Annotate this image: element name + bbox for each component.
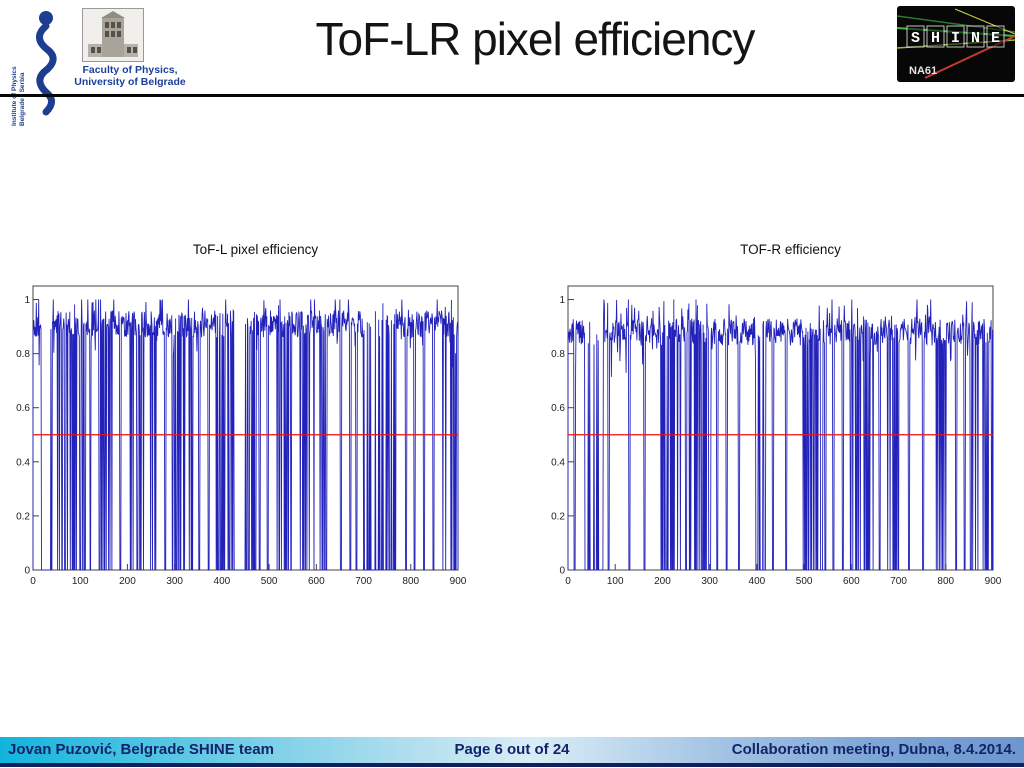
- x-tick-label: 300: [166, 576, 183, 587]
- institute-vertical-text-line2: Belgrade - Serbia: [19, 72, 26, 126]
- tof-r-chart-title: TOF-R efficiency: [740, 242, 841, 257]
- x-tick-label: 700: [355, 576, 372, 587]
- efficiency-series: [32, 299, 459, 571]
- footer-meeting-info: Collaboration meeting, Dubna, 8.4.2014.: [731, 741, 1016, 758]
- x-tick-label: 200: [119, 576, 136, 587]
- x-tick-label: 800: [402, 576, 419, 587]
- shine-logo-subtext: NA61: [909, 65, 937, 77]
- y-tick-label: 0.2: [551, 511, 565, 522]
- x-tick-label: 600: [308, 576, 325, 587]
- x-tick-label: 200: [654, 576, 671, 587]
- x-tick-label: 400: [214, 576, 231, 587]
- x-tick-label: 0: [565, 576, 571, 587]
- institute-logo: Institute of Physics Belgrade - Serbia: [6, 4, 68, 133]
- faculty-caption-line2: University of Belgrade: [74, 76, 186, 88]
- x-tick-label: 0: [30, 576, 36, 587]
- x-tick-label: 600: [843, 576, 860, 587]
- efficiency-series: [567, 299, 994, 571]
- page-title: ToF-LR pixel efficiency: [315, 13, 756, 65]
- y-tick-label: 0.6: [551, 403, 565, 414]
- tof-l-chart-panel: ToF-L pixel efficiency 0 0.2 0.4 0.6 0.8 1 0 10…: [8, 242, 478, 588]
- header-divider: [0, 94, 1024, 97]
- tof-r-chart: 0 0.2 0.4 0.6 0.8 1 0 100 200 300 400 500 600 700 800 9…: [551, 285, 1002, 587]
- y-tick-label: 1: [24, 295, 30, 306]
- x-tick-label: 500: [796, 576, 813, 587]
- faculty-caption: Faculty of Physics, University of Belgra…: [62, 64, 198, 88]
- x-tick-label: 300: [701, 576, 718, 587]
- y-tick-label: 0: [24, 566, 30, 577]
- faculty-logo: [82, 8, 144, 67]
- y-tick-label: 0.2: [16, 511, 30, 522]
- faculty-caption-line1: Faculty of Physics,: [82, 64, 178, 76]
- x-tick-label: 100: [72, 576, 89, 587]
- figure-body: [36, 22, 57, 116]
- x-tick-label: 700: [890, 576, 907, 587]
- x-tick-label: 900: [985, 576, 1002, 587]
- x-tick-label: 500: [261, 576, 278, 587]
- y-tick-label: 0.4: [16, 457, 30, 468]
- shine-logo-text: SHINE: [911, 30, 1011, 47]
- footer-author: Jovan Puzović, Belgrade SHINE team: [8, 741, 274, 758]
- footer-bar: Jovan Puzović, Belgrade SHINE team Page …: [0, 737, 1024, 763]
- tof-l-chart-title: ToF-L pixel efficiency: [192, 242, 319, 257]
- shine-na61-icon: SHINE NA61: [896, 6, 1016, 82]
- y-tick-label: 1: [559, 295, 565, 306]
- footer-divider: [0, 763, 1024, 767]
- x-tick-label: 800: [937, 576, 954, 587]
- x-tick-label: 100: [607, 576, 624, 587]
- figure-head: [39, 11, 53, 25]
- y-tick-label: 0.8: [16, 349, 30, 360]
- x-tick-label: 400: [749, 576, 766, 587]
- tof-r-chart-panel: TOF-R efficiency 0 0.2 0.4 0.6 0.8 1 0 100 200 30…: [543, 242, 1013, 588]
- y-tick-label: 0: [559, 566, 565, 577]
- faculty-building-icon: [82, 8, 144, 62]
- y-tick-label: 0.4: [551, 457, 565, 468]
- tof-l-chart: 0 0.2 0.4 0.6 0.8 1 0 100 200 300 400 500 600 700 800 9…: [16, 285, 467, 587]
- institute-figure-icon: Institute of Physics Belgrade - Serbia: [11, 11, 57, 126]
- x-tick-label: 900: [450, 576, 467, 587]
- footer-page-number: Page 6 out of 24: [454, 741, 570, 758]
- shine-logo: SHINE NA61: [896, 6, 1016, 87]
- y-tick-label: 0.8: [551, 349, 565, 360]
- y-tick-label: 0.6: [16, 403, 30, 414]
